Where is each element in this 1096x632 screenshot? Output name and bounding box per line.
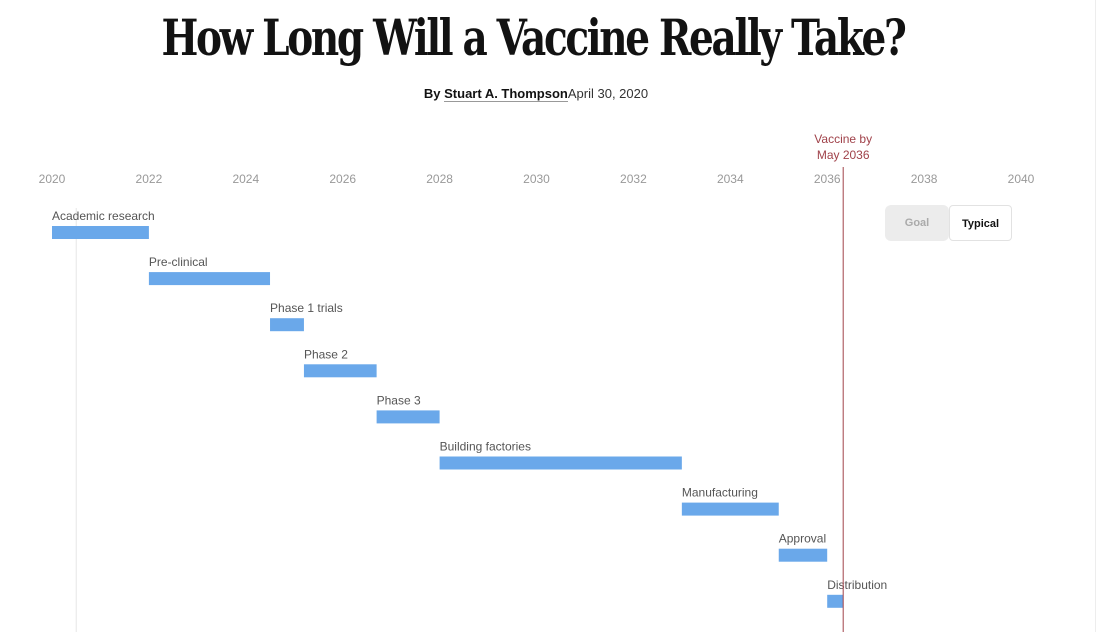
x-tick-label: 2022 [136,172,163,186]
timeline-bar-label: Phase 1 trials [270,301,343,315]
timeline-bar [270,318,304,332]
timeline-bar [52,226,149,239]
timeline-bar-label: Phase 3 [377,393,421,407]
timeline-bar [439,456,682,470]
x-tick-label: 2020 [39,172,66,186]
vaccine-date-label-line1: Vaccine by [814,132,872,146]
x-tick-label: 2024 [232,172,259,186]
x-tick-label: 2038 [911,172,938,186]
timeline-bar-label: Approval [779,532,826,546]
x-tick-label: 2040 [1008,172,1035,186]
article-headline: How Long Will a Vaccine Really Take? [161,8,906,67]
timeline-bar [778,548,828,562]
timeline-bar [303,364,377,378]
vaccine-date-label-line2: May 2036 [817,148,870,162]
toggle-goal-button[interactable]: Goal [885,205,949,241]
timeline-bar-label: Pre-clinical [149,255,208,269]
x-tick-label: 2030 [523,172,550,186]
timeline-bar-label: Manufacturing [682,486,758,500]
x-tick-label: 2026 [329,172,356,186]
byline-prefix: By [423,86,445,101]
article-byline: By Stuart A. ThompsonApril 30, 2020 [0,86,1072,102]
x-tick-label: 2034 [717,172,744,186]
publish-date: April 30, 2020 [567,86,649,101]
x-tick-label: 2036 [814,172,841,186]
timeline-bar [148,272,271,286]
timeline-bar-label: Distribution [827,578,887,592]
author-link[interactable]: Stuart A. Thompson [444,86,568,102]
timeline-bar [376,410,440,424]
timeline-bar-label: Building factories [440,440,531,454]
timeline-toggle: Goal Typical [885,205,1012,241]
timeline-bar-label: Academic research [52,209,155,223]
timeline-bar [827,594,844,608]
timeline-bar-label: Phase 2 [304,347,348,361]
x-tick-label: 2028 [426,172,453,186]
toggle-typical-button[interactable]: Typical [949,205,1012,241]
timeline-bar [681,502,779,516]
x-tick-label: 2032 [620,172,647,186]
